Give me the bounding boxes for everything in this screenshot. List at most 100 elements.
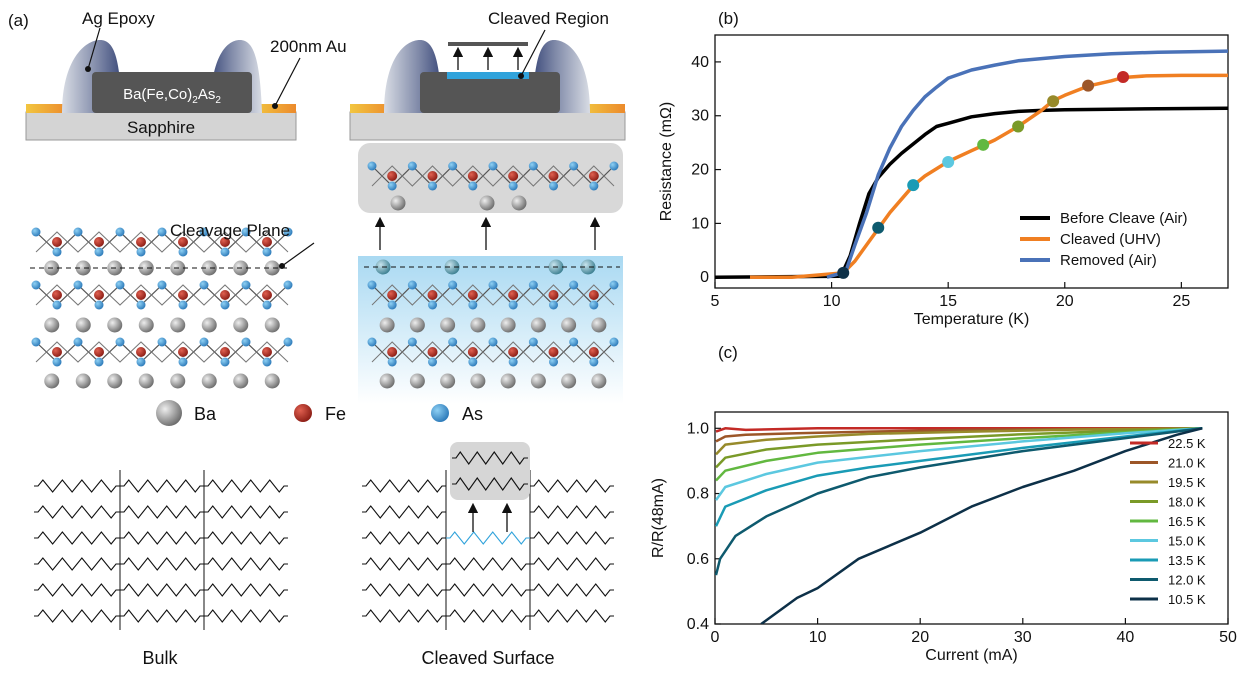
ba-atom — [440, 373, 456, 389]
temperature-marker — [907, 179, 920, 192]
spring-network-cleaved — [362, 470, 614, 630]
as-atom — [549, 181, 558, 191]
ba-atom — [201, 260, 217, 276]
legend-as: As — [462, 404, 483, 424]
x-tick-label: 50 — [1219, 629, 1237, 646]
as-atom — [589, 357, 599, 367]
series-line-16-5-k — [715, 427, 1203, 482]
y-tick-label: 20 — [691, 162, 709, 179]
as-atom — [407, 337, 417, 347]
ba-atom — [107, 373, 123, 389]
as-atom — [115, 227, 125, 237]
cleavage-plane-dot — [279, 263, 285, 269]
fe-atom — [220, 347, 230, 357]
legend-fe: Fe — [325, 404, 346, 424]
as-atom — [31, 227, 41, 237]
x-tick-label: 30 — [1014, 629, 1032, 646]
temperature-marker — [1012, 120, 1025, 133]
x-tick-label: 0 — [711, 629, 720, 646]
y-tick-label: 30 — [691, 108, 709, 125]
as-atom — [157, 337, 167, 347]
panel-c: (c) 0 10 20 30 40 50 0.4 0.6 0.8 1.0 Current (mA) R… — [650, 343, 1237, 664]
as-atom — [220, 247, 230, 257]
series-line-before-cleave-air- — [715, 106, 1228, 279]
as-atom — [178, 300, 188, 310]
as-atom — [468, 181, 478, 191]
as-atom — [157, 227, 167, 237]
panel-a: (a) Sapphire Ba(Fe,Co)2As2 Ag Epoxy 200n… — [8, 9, 626, 668]
ba-atom — [379, 317, 395, 333]
y-tick-label: 0.6 — [687, 551, 709, 568]
as-atom — [508, 300, 518, 310]
fe-atom — [548, 290, 559, 300]
spring-network-bulk — [34, 470, 288, 630]
fe-atom — [178, 290, 188, 300]
fe-atom — [220, 290, 230, 300]
as-atom — [407, 280, 417, 290]
spring — [204, 479, 288, 493]
ag-epoxy-leader — [87, 27, 101, 70]
as-atom — [136, 300, 146, 310]
fe-atom — [548, 347, 559, 357]
cleaved-region-label: Cleaved Region — [488, 9, 609, 28]
ba-atom — [591, 373, 607, 389]
gold-label: 200nm Au — [270, 37, 347, 56]
y-tick-label: 10 — [691, 215, 709, 232]
fe-atom — [262, 237, 272, 247]
as-atom — [609, 280, 619, 290]
ba-atom — [561, 317, 577, 333]
ba-atom-surface — [580, 259, 596, 275]
as-atom — [199, 337, 209, 347]
as-atom — [136, 357, 146, 367]
x-tick-label: 10 — [809, 629, 827, 646]
as-atom — [508, 181, 518, 191]
spring — [452, 451, 528, 465]
fe-atom — [427, 171, 438, 181]
as-atom — [283, 227, 293, 237]
ba-atom — [107, 317, 123, 333]
ba-atom — [264, 260, 280, 276]
gold-pad-left-2 — [350, 104, 392, 113]
x-tick-label: 15 — [939, 293, 957, 310]
series-line-cleaved-uhv- — [750, 73, 1228, 279]
spring — [204, 583, 288, 597]
spring — [120, 557, 204, 571]
as-atom — [387, 181, 397, 191]
removed-springs-box — [450, 442, 530, 500]
ba-atom — [409, 373, 425, 389]
spring — [34, 531, 120, 545]
spring — [34, 609, 120, 623]
panel-b-label: (b) — [718, 9, 739, 28]
remaining-bulk-box — [358, 256, 623, 404]
ba-atom — [44, 317, 60, 333]
as-atom — [73, 227, 83, 237]
as-atom — [589, 181, 599, 191]
fe-atom — [387, 347, 398, 357]
fe-atom-icon — [294, 404, 312, 422]
cleaved-region-dot — [518, 73, 524, 79]
ba-atom — [500, 317, 516, 333]
fe-atom — [467, 347, 478, 357]
as-atom — [115, 280, 125, 290]
as-atom — [428, 300, 437, 310]
bulk-label: Bulk — [142, 648, 178, 668]
as-atom — [549, 300, 558, 310]
spring-network-removed — [452, 451, 528, 491]
ba-atom — [170, 317, 186, 333]
ba-atom — [233, 373, 249, 389]
cleavage-plane-label: Cleavage Plane — [170, 221, 290, 240]
as-atom — [52, 300, 62, 310]
fe-atom — [178, 237, 188, 247]
spring — [204, 557, 288, 571]
ba-atom-surface — [444, 259, 460, 275]
as-atom — [367, 161, 377, 171]
ba-atom — [170, 373, 186, 389]
as-atom — [589, 300, 599, 310]
as-atom — [569, 337, 579, 347]
fe-atom — [588, 290, 599, 300]
as-atom — [283, 337, 293, 347]
legend-entry: 19.5 K — [1168, 475, 1206, 490]
as-atom — [569, 161, 579, 171]
fe-atom — [262, 347, 272, 357]
panel-c-label: (c) — [718, 343, 738, 362]
